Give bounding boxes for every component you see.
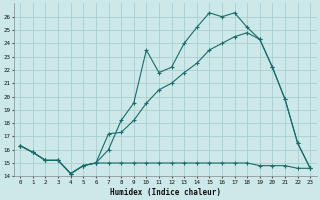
- X-axis label: Humidex (Indice chaleur): Humidex (Indice chaleur): [110, 188, 221, 197]
